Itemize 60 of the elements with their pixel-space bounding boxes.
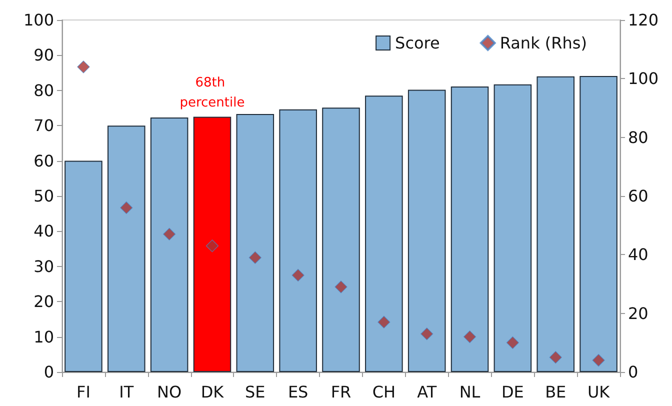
point [334,280,348,294]
bar [365,96,403,372]
point [206,240,219,252]
y-tick-label: 40 [34,222,54,241]
y-tick-label: 30 [34,256,54,276]
x-tick-label: SE [245,382,266,402]
point [163,228,176,240]
point [120,201,133,214]
point [248,251,262,264]
x-tick-label: DE [501,382,524,402]
x-tick-label: ES [288,382,308,402]
x-tick-label: DK [200,382,224,402]
x-tick-label: FI [76,382,90,402]
point [549,351,562,364]
legend-label: Rank (Rhs) [500,34,587,52]
bar [408,90,446,372]
point [592,354,605,367]
x-tick-label: AT [417,382,437,402]
point [420,328,434,340]
bar [64,160,102,372]
bar [494,84,532,372]
bar [580,76,618,372]
annotation: 68th percentile [180,75,245,110]
x-tick-label: IT [119,382,134,402]
y-tick-label: 50 [34,186,54,206]
y-tick-label: 20 [34,292,54,312]
y-tick-label: 100 [23,10,54,30]
bar [450,86,489,372]
x-tick-label: FR [330,382,352,402]
x-tick-label: NO [157,382,182,402]
x-tick-label: UK [587,382,610,402]
y-tick-label: 60 [34,151,54,170]
y-tick-label: 90 [34,46,54,65]
point [292,268,304,282]
x-tick-label: CH [372,382,396,402]
bar [322,108,360,372]
legend-label: Score [395,34,440,52]
y-tick-label: 0 [44,362,54,382]
y2-tick-label: 80 [628,128,648,147]
x-tick-label: BE [545,382,566,402]
y2-tick-label: 60 [628,186,648,206]
y2-tick-label: 40 [628,245,648,264]
y2-tick-label: 100 [628,69,659,88]
point [463,330,476,344]
point [77,60,90,74]
bar [236,114,274,372]
point [378,316,390,328]
y-tick-label: 70 [34,116,54,136]
y-tick-label: 10 [34,327,54,346]
y2-tick-label: 0 [628,362,638,382]
bar [193,116,232,372]
y2-tick-label: 120 [628,10,659,30]
point [506,336,519,349]
bar [150,118,188,372]
y2-tick-label: 20 [628,304,648,323]
bar [536,76,574,372]
bar [279,109,317,372]
bar [108,126,146,372]
x-tick-label: NL [459,382,480,402]
y-tick-label: 80 [34,80,54,100]
